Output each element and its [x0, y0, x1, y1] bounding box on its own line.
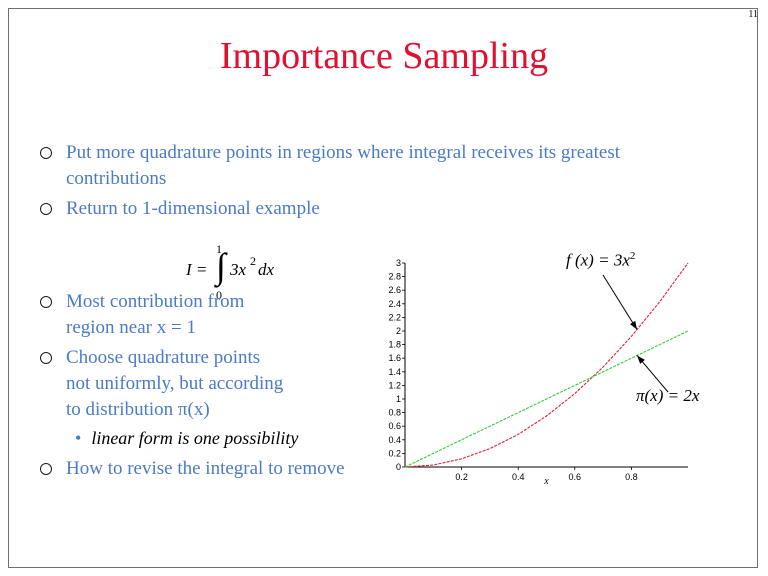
arrow-to-f-icon [602, 274, 638, 330]
y-tick-label: 2 [396, 326, 401, 336]
formula-differential: dx [258, 260, 275, 279]
bullet-contribution: Most contribution from region near x = 1 [40, 289, 244, 341]
y-tick-label: 0.6 [388, 421, 401, 431]
arrow-to-pi-icon-head [637, 355, 645, 364]
y-tick-label: 2.2 [388, 312, 401, 322]
y-tick-label: 1.2 [388, 380, 401, 390]
formula-integrand: 3x [230, 260, 247, 279]
bullet-text-continued: contributions [66, 168, 167, 189]
bullet-text-continued: region near x = 1 [66, 317, 196, 338]
series-line-pi [404, 330, 689, 468]
integral-formula: I = ∫ 1 0 3x 2 dx [178, 240, 298, 302]
y-tick-label: 3 [396, 258, 401, 268]
bullet-quadrature: Put more quadrature points in regions wh… [40, 140, 620, 192]
f-annotation-text: f (x) = 3x [566, 250, 630, 270]
y-tick-label: 1.6 [388, 353, 401, 363]
pi-annotation: π(x) = 2x [636, 386, 700, 405]
f-annotation-exponent: 2 [629, 250, 636, 262]
f-annotation: f (x) = 3x2 [566, 250, 635, 271]
plot-background [383, 258, 703, 480]
y-tick-label: 0.2 [388, 448, 401, 458]
bullet-return: Return to 1-dimensional example [40, 196, 320, 222]
x-axis-label: x [543, 476, 549, 487]
sub-bullet-text: linear form is one possibility [91, 428, 299, 448]
series-line-f [404, 262, 689, 468]
bullet-text: Choose quadrature points [66, 347, 261, 368]
ring-bullet-icon [40, 147, 52, 159]
ring-bullet-icon [40, 463, 52, 475]
formula-lhs: I = [186, 260, 208, 279]
slide-title: Importance Sampling [219, 35, 549, 77]
formula-upper-limit: 1 [216, 242, 222, 256]
bullet-text: Return to 1-dimensional example [66, 198, 320, 219]
bullet-text-continued: to distribution π(x) [66, 399, 210, 420]
x-tick-label: 0.6 [569, 472, 582, 482]
slide-number: 11 [748, 9, 758, 20]
formula-exponent: 2 [250, 254, 256, 268]
y-tick-label: 2.4 [388, 299, 401, 309]
bullet-choose-points: Choose quadrature points not uniformly, … [40, 345, 283, 423]
x-tick-label: 0.8 [625, 472, 638, 482]
bullet-text-continued: not uniformly, but according [66, 373, 284, 394]
sub-bullet-linear: • linear form is one possibility [75, 428, 298, 449]
bullet-text: How to revise the integral to remove [66, 458, 345, 479]
y-tick-label: 1.8 [388, 340, 401, 350]
ring-bullet-icon [40, 352, 52, 364]
formula-lower-limit: 0 [216, 288, 222, 302]
y-tick-label: 0.8 [388, 408, 401, 418]
bullet-revise: How to revise the integral to remove [40, 456, 345, 482]
y-tick-label: 0 [396, 462, 401, 472]
ring-bullet-icon [40, 203, 52, 215]
y-tick-label: 0.4 [388, 435, 401, 445]
dot-bullet-icon: • [75, 428, 82, 448]
bullet-text: Most contribution from [66, 291, 245, 312]
arrow-to-pi-icon [636, 355, 669, 393]
y-tick-label: 2.6 [388, 285, 401, 295]
y-tick-label: 1.4 [388, 367, 401, 377]
y-tick-label: 2.8 [388, 272, 401, 282]
bullet-text: Put more quadrature points in regions wh… [66, 142, 620, 163]
ring-bullet-icon [40, 296, 52, 308]
arrow-to-f-icon-head [629, 320, 638, 330]
y-tick-label: 1 [396, 394, 401, 404]
x-tick-label: 0.2 [455, 472, 468, 482]
integral-sign-icon: ∫ [216, 246, 226, 286]
x-tick-label: 0.4 [512, 472, 525, 482]
arrow-to-f-icon-shaft [602, 274, 638, 330]
